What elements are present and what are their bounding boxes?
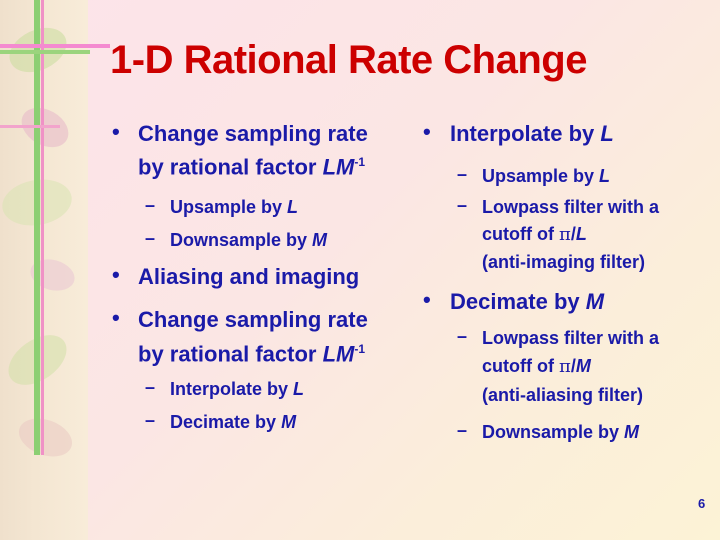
dash-marker: –: [145, 228, 156, 248]
bullet-text: by rational factor LM-1: [138, 341, 366, 367]
vertical-accent-bar: [41, 0, 44, 455]
sub-bullet-text: Decimate by M: [170, 412, 297, 432]
sub-bullet-text: cutoff of π/L: [482, 224, 587, 245]
horizontal-accent-bar: [0, 50, 90, 54]
sub-bullet-text: Downsample by M: [482, 422, 640, 442]
vertical-accent-bar: [34, 0, 40, 455]
bullet-marker: •: [112, 262, 120, 287]
dash-marker: –: [145, 410, 156, 430]
sub-bullet-text: (anti-aliasing filter): [482, 385, 644, 405]
dash-marker: –: [457, 420, 468, 440]
dash-marker: –: [457, 326, 468, 346]
sub-bullet-text: Interpolate by L: [170, 379, 305, 399]
bullet-text: Aliasing and imaging: [138, 264, 360, 289]
slide-title: 1-D Rational Rate Change: [110, 38, 587, 82]
page-number: 6: [698, 496, 706, 511]
sub-bullet-text: Lowpass filter with a: [482, 328, 660, 348]
dash-marker: –: [145, 377, 156, 397]
bullet-text: Interpolate by L: [450, 121, 614, 146]
horizontal-accent-bar: [0, 125, 60, 128]
horizontal-accent-bar: [0, 44, 110, 48]
bullet-text: Change sampling rate: [138, 121, 368, 146]
sub-bullet-text: Upsample by L: [170, 197, 299, 217]
sub-bullet-text: (anti-imaging filter): [482, 252, 645, 272]
leaf-pattern: [13, 411, 78, 464]
sub-bullet-text: Downsample by M: [170, 230, 328, 250]
bullet-text: Decimate by M: [450, 289, 605, 314]
bullet-marker: •: [112, 305, 120, 330]
dash-marker: –: [457, 164, 468, 184]
decorative-sidebar: [0, 0, 88, 540]
sub-bullet-text: Lowpass filter with a: [482, 197, 660, 217]
dash-marker: –: [145, 195, 156, 215]
bullet-text: Change sampling rate: [138, 307, 368, 332]
bullet-marker: •: [423, 287, 431, 312]
sub-bullet-text: cutoff of π/M: [482, 356, 591, 377]
dash-marker: –: [457, 195, 468, 215]
sub-bullet-text: Upsample by L: [482, 166, 611, 186]
bullet-text: by rational factor LM-1: [138, 154, 366, 180]
bullet-marker: •: [112, 119, 120, 144]
bullet-marker: •: [423, 119, 431, 144]
